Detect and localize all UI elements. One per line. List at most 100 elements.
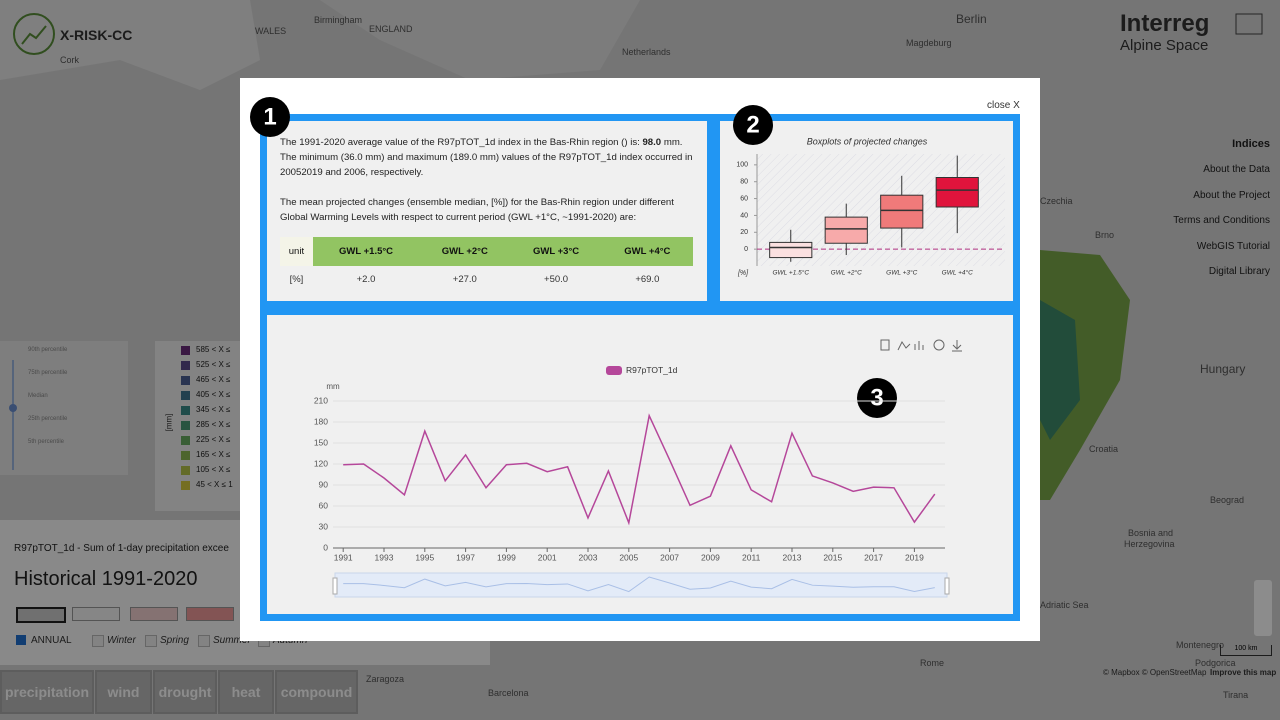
toolbox[interactable] (880, 339, 962, 352)
map-label: Zaragoza (366, 674, 405, 684)
period: Historical 1991-2020 (14, 568, 198, 590)
y-label: [%] (737, 270, 749, 277)
x-tick-label: 2015 (823, 552, 842, 562)
map-label: Bosnia and (1128, 528, 1174, 538)
x-tick-label: 2011 (742, 552, 761, 562)
attribution: © Mapbox © OpenStreetMap (1103, 668, 1207, 677)
map-label: Adriatic Sea (1040, 600, 1089, 610)
menu-item[interactable]: About the Project (1193, 189, 1270, 201)
menu-item[interactable]: WebGIS Tutorial (1196, 240, 1270, 252)
zoom-handle[interactable] (332, 577, 338, 595)
map-label: Hungary (1200, 362, 1246, 376)
box (880, 194, 924, 229)
season-label: ANNUAL (31, 635, 72, 646)
x-tick-label: GWL +1.5°C (772, 269, 809, 277)
x-tick-label: GWL +3°C (886, 269, 918, 277)
box (935, 177, 979, 208)
map-label: Brno (1095, 230, 1115, 240)
x-tick-label: 1995 (415, 552, 434, 562)
x-tick-label: 2007 (660, 552, 679, 562)
slider-knob[interactable] (9, 404, 17, 412)
paragraph: The 1991-2020 average value of the R97pT… (280, 135, 695, 180)
text: mm. The minimum (36.0 mm) and maximum (1… (280, 137, 693, 178)
y-tick-label: 30 (319, 521, 329, 531)
map-label: ENGLAND (369, 24, 413, 34)
map-label: Herzegovina (1124, 539, 1175, 549)
legend-swatch (181, 346, 190, 355)
y-tick-label: 60 (319, 500, 329, 510)
badge (733, 105, 773, 145)
hazard-button[interactable]: wind (95, 670, 152, 714)
map-label: Montenegro (1176, 640, 1225, 650)
percentile-label: 5th percentile (28, 439, 65, 445)
y-tick-label: 0 (323, 542, 328, 552)
x-tick-label: GWL +2°C (831, 269, 863, 277)
season-checkbox[interactable] (145, 635, 157, 647)
menu-item[interactable]: Terms and Conditions (1173, 215, 1270, 226)
legend-label: 45 < X ≤ 1 (196, 480, 233, 489)
period-button[interactable] (72, 607, 120, 621)
x-tick-label: 2001 (538, 552, 557, 562)
season-checkbox[interactable] (16, 635, 26, 645)
map-label: Tirana (1223, 690, 1249, 700)
season-checkbox[interactable] (92, 635, 104, 647)
y-tick-label: 210 (314, 395, 328, 405)
hazard-button[interactable]: compound (275, 670, 358, 714)
table-header: unit (280, 237, 313, 266)
map-label: WALES (255, 26, 287, 36)
x-tick-label: 2003 (579, 552, 598, 562)
legend-label: 285 < X ≤ (196, 420, 231, 429)
legend-swatch (181, 421, 190, 430)
legend-swatch (181, 451, 190, 460)
menu-item[interactable]: About the Data (1203, 164, 1270, 175)
map-label: Birmingham (314, 15, 363, 25)
table-cell: +69.0 (635, 274, 660, 285)
season-checkbox[interactable] (198, 635, 210, 647)
season-label: Winter (107, 635, 136, 646)
hazard-button[interactable]: precipitation (0, 670, 94, 714)
table-header: GWL +4°C (601, 237, 693, 266)
summary: The 1991-2020 average value of the R97pT… (280, 135, 695, 240)
percentile-label: 25th percentile (28, 416, 68, 422)
x-tick-label: GWL +4°C (942, 269, 974, 277)
legend-swatch (181, 391, 190, 400)
hazard-button[interactable]: drought (153, 670, 217, 714)
zoom-control[interactable] (1254, 580, 1272, 636)
period-button[interactable] (16, 607, 66, 623)
logo-icon (13, 13, 55, 55)
menu-item[interactable]: Digital Library (1208, 266, 1270, 277)
badge-number: 1 (263, 103, 276, 130)
series-line (343, 413, 936, 526)
text: 98.0 (642, 137, 662, 148)
legend-label: 585 < X ≤ (196, 345, 231, 354)
hazard-button[interactable]: heat (218, 670, 274, 714)
table-cell: +27.0 (452, 274, 477, 285)
season-label: Summer (213, 635, 251, 646)
legend-swatch (181, 481, 190, 490)
box (769, 241, 813, 259)
period-button[interactable] (130, 607, 178, 621)
badge-number: 3 (870, 384, 883, 411)
map-label: Beograd (1210, 495, 1245, 505)
y-tick-label: 40 (740, 212, 748, 219)
close-button[interactable]: close X (987, 100, 1020, 111)
y-tick-label: 100 (736, 162, 748, 169)
badge (250, 97, 290, 137)
legend-label: 405 < X ≤ (196, 390, 231, 399)
legend-label: 225 < X ≤ (196, 435, 231, 444)
land (320, 0, 640, 80)
percentile-panel (0, 341, 128, 475)
zoom-slider[interactable] (334, 572, 948, 598)
index-title: R97pTOT_1d - Sum of 1-day precipitation … (14, 543, 229, 554)
paragraph: The mean projected changes (ensemble med… (280, 197, 674, 223)
map-label: Netherlands (622, 47, 671, 57)
badge (857, 378, 897, 418)
map-label: Podgorica (1195, 658, 1236, 668)
improve-link[interactable]: Improve this map (1210, 668, 1277, 677)
zoom-handle[interactable] (944, 577, 950, 595)
period-button[interactable] (186, 607, 234, 621)
legend-swatch (181, 361, 190, 370)
menu-title: Indices (1232, 138, 1270, 150)
